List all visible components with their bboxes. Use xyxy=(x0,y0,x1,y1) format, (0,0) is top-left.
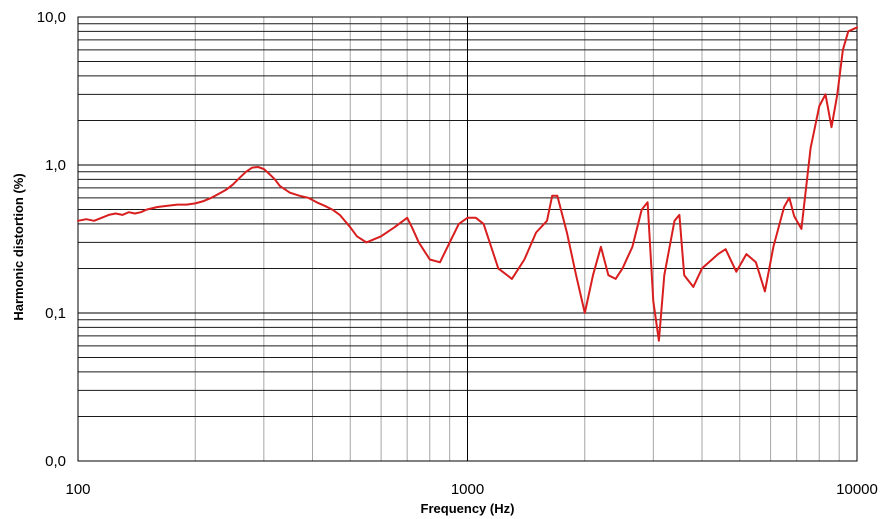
x-axis-title: Frequency (Hz) xyxy=(421,501,515,516)
x-tick-labels: 100 1000 10000 xyxy=(65,481,877,498)
y-axis-title: Harmonic distortion (%) xyxy=(11,173,26,320)
y-tick-label: 1,0 xyxy=(45,157,66,174)
x-tick-label: 100 xyxy=(65,481,90,498)
y-tick-labels: 10,0 1,0 0,1 0,0 xyxy=(37,9,66,470)
y-tick-label: 0,0 xyxy=(45,453,66,470)
plot-area-frame xyxy=(77,16,858,462)
x-tick-label: 1000 xyxy=(451,481,484,498)
y-tick-label: 10,0 xyxy=(37,9,66,26)
y-tick-label: 0,1 xyxy=(45,305,66,322)
x-tick-label: 10000 xyxy=(836,481,878,498)
series-line-distortion xyxy=(77,26,858,342)
